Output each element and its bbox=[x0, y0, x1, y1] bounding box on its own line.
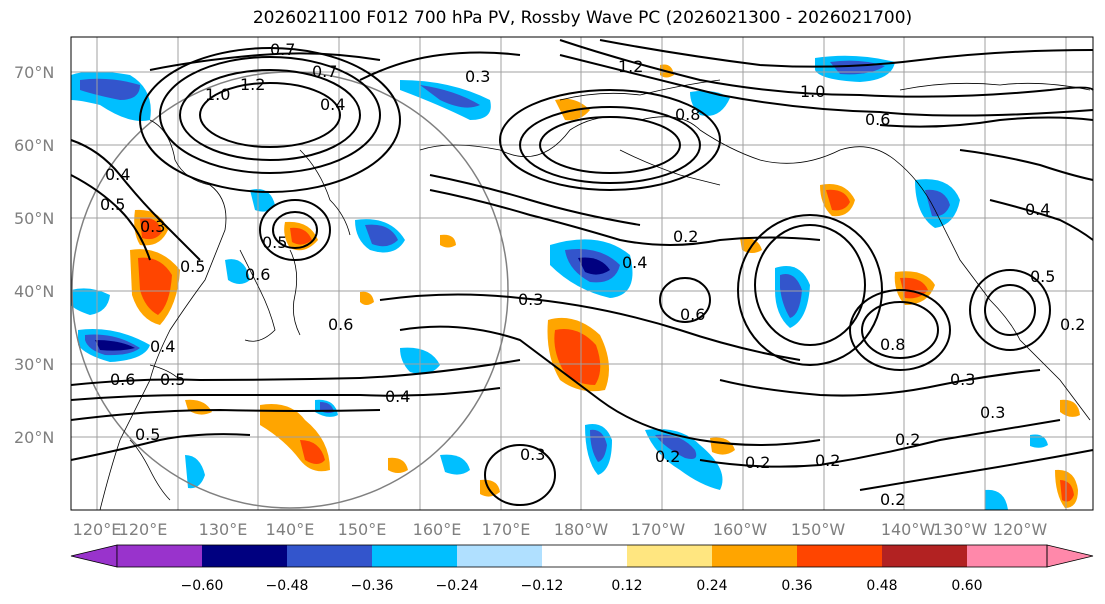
lon-label: 120°E bbox=[73, 520, 122, 539]
colorbar-segment bbox=[712, 545, 797, 567]
contour-label: 0.2 bbox=[745, 453, 770, 472]
contour-label: 0.5 bbox=[160, 370, 185, 389]
contour-label: 0.5 bbox=[262, 233, 287, 252]
contour-label: 0.6 bbox=[865, 110, 890, 129]
contour-label: 0.8 bbox=[880, 335, 905, 354]
lon-label: 120°E bbox=[119, 520, 168, 539]
lon-label: 150°W bbox=[791, 520, 846, 539]
contour-label-group: 0.7 0.7 1.0 1.2 0.4 0.3 1.2 1.0 0.8 0.6 … bbox=[100, 40, 1085, 509]
anomaly-shading bbox=[71, 55, 1080, 510]
colorbar-segment bbox=[457, 545, 542, 567]
lon-label: 170°E bbox=[482, 520, 531, 539]
pv-contours bbox=[70, 39, 1094, 506]
lon-label: 120°W bbox=[993, 520, 1048, 539]
colorbar-segment bbox=[372, 545, 457, 567]
colorbar-tick-label: −0.24 bbox=[436, 578, 479, 594]
contour-label: 0.3 bbox=[520, 445, 545, 464]
contour-label: 0.6 bbox=[110, 370, 135, 389]
lon-label: 130°W bbox=[933, 520, 988, 539]
colorbar-tick-label: −0.48 bbox=[266, 578, 309, 594]
contour-label: 0.4 bbox=[622, 253, 647, 272]
contour-label: 0.3 bbox=[950, 370, 975, 389]
contour-label: 0.3 bbox=[980, 403, 1005, 422]
contour-label: 0.3 bbox=[140, 217, 165, 236]
latitude-axis: 70°N 60°N 50°N 40°N 30°N 20°N bbox=[14, 63, 54, 447]
colorbar-tick-label: 0.60 bbox=[951, 578, 982, 594]
colorbar-segment bbox=[627, 545, 712, 567]
contour-label: 0.7 bbox=[270, 40, 295, 59]
colorbar-max-extension bbox=[1046, 544, 1094, 568]
contour-label: 0.7 bbox=[312, 62, 337, 81]
colorbar-segment bbox=[882, 545, 967, 567]
map-panel: 0.7 0.7 1.0 1.2 0.4 0.3 1.2 1.0 0.8 0.6 … bbox=[70, 36, 1094, 511]
contour-label: 1.0 bbox=[800, 82, 825, 101]
contour-label: 0.4 bbox=[385, 387, 410, 406]
contour-label: 0.2 bbox=[673, 227, 698, 246]
contour-label: 0.2 bbox=[1060, 315, 1085, 334]
colorbar-segment bbox=[542, 545, 627, 567]
contour-label: 0.5 bbox=[100, 195, 125, 214]
contour-label: 0.6 bbox=[680, 305, 705, 324]
contour-label: 0.3 bbox=[465, 67, 490, 86]
lon-label: 130°E bbox=[199, 520, 248, 539]
contour-label: 0.2 bbox=[655, 447, 680, 466]
lon-label: 140°E bbox=[266, 520, 315, 539]
colorbar-segment bbox=[287, 545, 372, 567]
map-border bbox=[70, 36, 1094, 511]
lon-label: 140°W bbox=[881, 520, 936, 539]
contour-label: 0.8 bbox=[675, 105, 700, 124]
lat-label: 20°N bbox=[14, 428, 54, 447]
lat-label: 50°N bbox=[14, 209, 54, 228]
colorbar-tick-label: 0.36 bbox=[781, 578, 812, 594]
lon-label: 160°W bbox=[713, 520, 768, 539]
colorbar-tick-label: 0.12 bbox=[611, 578, 642, 594]
contour-label: 1.2 bbox=[240, 75, 265, 94]
lat-label: 30°N bbox=[14, 355, 54, 374]
contour-label: 0.6 bbox=[328, 315, 353, 334]
colorbar-tick-label: −0.12 bbox=[521, 578, 564, 594]
contour-label: 0.5 bbox=[135, 425, 160, 444]
colorbar-tick-label: −0.36 bbox=[351, 578, 394, 594]
contour-label: 0.2 bbox=[895, 430, 920, 449]
lat-label: 60°N bbox=[14, 136, 54, 155]
contour-label: 0.2 bbox=[880, 490, 905, 509]
lon-label: 160°E bbox=[413, 520, 462, 539]
contour-label: 0.6 bbox=[245, 265, 270, 284]
colorbar-tick-label: 0.48 bbox=[866, 578, 897, 594]
contour-label: 0.4 bbox=[105, 165, 130, 184]
colorbar-tick-label: 0.24 bbox=[696, 578, 727, 594]
colorbar: −0.60 −0.48 −0.36 −0.24 −0.12 0.12 0.24 … bbox=[70, 544, 1094, 594]
colorbar-tick-label: −0.60 bbox=[181, 578, 224, 594]
contour-label: 1.2 bbox=[618, 57, 643, 76]
figure-title: 2026021100 F012 700 hPa PV, Rossby Wave … bbox=[252, 8, 913, 28]
contour-label: 0.4 bbox=[150, 337, 175, 356]
colorbar-segment bbox=[202, 545, 287, 567]
contour-label: 0.5 bbox=[1030, 267, 1055, 286]
colorbar-segment bbox=[967, 545, 1047, 567]
contour-label: 0.3 bbox=[518, 290, 543, 309]
colorbar-min-extension bbox=[70, 544, 118, 568]
lat-label: 40°N bbox=[14, 282, 54, 301]
colorbar-segment bbox=[797, 545, 882, 567]
contour-label: 0.2 bbox=[815, 451, 840, 470]
longitude-axis: 120°E 120°E 130°E 140°E 150°E 160°E 170°… bbox=[73, 520, 1048, 539]
lon-label: 170°W bbox=[631, 520, 686, 539]
lon-label: 180°W bbox=[554, 520, 609, 539]
lat-label: 70°N bbox=[14, 63, 54, 82]
contour-label: 0.4 bbox=[320, 95, 345, 114]
contour-label: 1.0 bbox=[205, 85, 230, 104]
colorbar-segment bbox=[117, 545, 202, 567]
coastlines bbox=[99, 79, 1091, 511]
lon-label: 150°E bbox=[338, 520, 387, 539]
contour-label: 0.4 bbox=[1025, 200, 1050, 219]
contour-label: 0.5 bbox=[180, 257, 205, 276]
